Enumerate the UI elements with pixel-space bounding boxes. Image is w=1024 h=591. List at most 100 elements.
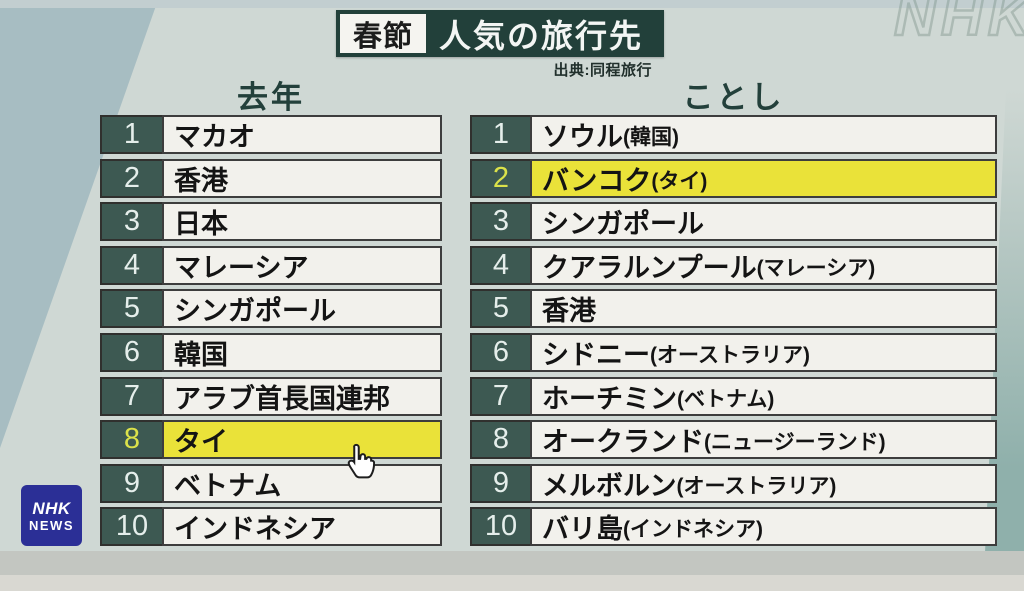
rank-number: 1 xyxy=(470,115,530,154)
destination-name: 香港 xyxy=(530,289,997,329)
destination-country: (オーストラリア) xyxy=(676,474,837,498)
rank-number: 7 xyxy=(100,376,162,416)
destination-country: (ベトナム) xyxy=(677,387,775,411)
destination-name: ソウル (韓国) xyxy=(530,115,997,154)
ranking-row: 8 タイ xyxy=(100,420,442,460)
column-header-this-year: ことし xyxy=(682,80,785,115)
destination-main: ホーチミン xyxy=(542,383,677,414)
background-band-light xyxy=(0,575,1024,591)
ranking-table-last-year: 1 マカオ 2 香港 3 日本 4 マレーシア 5 シンガポール 6 韓国 7 アラブ首長国連邦 8 タイ 9 ベ… xyxy=(100,115,442,551)
ranking-row: 9 ベトナム xyxy=(100,463,442,503)
ranking-row: 5 香港 xyxy=(470,289,997,329)
ranking-row: 5 シンガポール xyxy=(100,289,442,329)
rank-number: 3 xyxy=(100,202,162,242)
destination-main: 香港 xyxy=(542,296,596,327)
rank-number: 4 xyxy=(100,245,162,285)
destination-name: 日本 xyxy=(162,202,442,242)
destination-country: (マレーシア) xyxy=(756,256,876,280)
destination-main: タイ xyxy=(174,427,228,458)
ranking-row: 3 日本 xyxy=(100,202,442,242)
destination-name: バンコク (タイ) xyxy=(530,158,997,198)
destination-main: シンガポール xyxy=(174,296,336,327)
destination-main: ソウル xyxy=(542,122,623,152)
destination-main: バリ島 xyxy=(542,514,623,545)
destination-main: 日本 xyxy=(174,209,228,240)
title-tag: 春節 xyxy=(340,14,426,53)
destination-name: タイ xyxy=(162,420,442,460)
destination-name: シンガポール xyxy=(162,289,442,329)
rank-number: 5 xyxy=(470,289,530,329)
destination-country: (オーストラリア) xyxy=(650,343,810,367)
rank-number: 5 xyxy=(100,289,162,329)
rank-number: 4 xyxy=(470,245,530,285)
destination-name: 韓国 xyxy=(162,332,442,372)
destination-country: (ニュージーランド) xyxy=(704,431,886,455)
ranking-row: 2 バンコク (タイ) xyxy=(470,158,997,198)
destination-country: (韓国) xyxy=(623,126,679,149)
destination-main: アラブ首長国連邦 xyxy=(174,383,390,414)
destination-name: バリ島 (インドネシア) xyxy=(530,507,997,547)
rank-number: 8 xyxy=(100,420,162,460)
destination-name: ベトナム xyxy=(162,463,442,503)
destination-name: マカオ xyxy=(162,115,442,154)
rank-number: 10 xyxy=(470,507,530,547)
destination-main: 香港 xyxy=(174,165,228,196)
rank-number: 3 xyxy=(470,202,530,242)
destination-main: 韓国 xyxy=(174,339,228,370)
ranking-row: 2 香港 xyxy=(100,158,442,198)
page-title: 人気の旅行先 xyxy=(439,17,644,54)
destination-name: インドネシア xyxy=(162,507,442,547)
destination-name: シンガポール xyxy=(530,202,997,242)
ranking-row: 1 ソウル (韓国) xyxy=(470,115,997,154)
rank-number: 9 xyxy=(470,463,530,503)
rank-number: 8 xyxy=(470,420,530,460)
destination-main: マカオ xyxy=(174,122,255,152)
destination-name: ホーチミン (ベトナム) xyxy=(530,376,997,416)
destination-main: バンコク xyxy=(542,165,652,196)
destination-main: メルボルン xyxy=(542,470,677,501)
nhk-news-logo: NHK NEWS xyxy=(21,485,82,546)
background-band-gray xyxy=(0,551,1024,575)
ranking-row: 3 シンガポール xyxy=(470,202,997,242)
destination-main: オークランド xyxy=(542,427,704,458)
destination-name: アラブ首長国連邦 xyxy=(162,376,442,416)
ranking-row: 6 シドニー (オーストラリア) xyxy=(470,332,997,372)
rank-number: 2 xyxy=(470,158,530,198)
rank-number: 10 xyxy=(100,507,162,547)
destination-name: クアラルンプール (マレーシア) xyxy=(530,245,997,285)
ranking-row: 10 バリ島 (インドネシア) xyxy=(470,507,997,547)
title-banner: 春節 人気の旅行先 xyxy=(336,10,664,57)
destination-country: (インドネシア) xyxy=(623,518,763,542)
destination-name: オークランド (ニュージーランド) xyxy=(530,420,997,460)
ranking-row: 6 韓国 xyxy=(100,332,442,372)
destination-main: ベトナム xyxy=(174,470,282,501)
destination-main: マレーシア xyxy=(174,252,309,283)
rank-number: 1 xyxy=(100,115,162,154)
ranking-row: 4 マレーシア xyxy=(100,245,442,285)
destination-main: シドニー xyxy=(542,339,650,370)
destination-main: インドネシア xyxy=(174,514,336,545)
background-strip-top xyxy=(0,0,1024,8)
rank-number: 9 xyxy=(100,463,162,503)
nhk-watermark: NHK xyxy=(893,0,1024,49)
ranking-row: 10 インドネシア xyxy=(100,507,442,547)
source-credit: 出典:同程旅行 xyxy=(553,62,652,79)
rank-number: 6 xyxy=(100,332,162,372)
destination-name: シドニー (オーストラリア) xyxy=(530,332,997,372)
rank-number: 2 xyxy=(100,158,162,198)
destination-name: マレーシア xyxy=(162,245,442,285)
destination-name: メルボルン (オーストラリア) xyxy=(530,463,997,503)
nhk-news-logo-line1: NHK xyxy=(32,498,71,518)
destination-name: 香港 xyxy=(162,158,442,198)
rank-number: 7 xyxy=(470,376,530,416)
destination-country: (タイ) xyxy=(651,169,708,193)
ranking-row: 8 オークランド (ニュージーランド) xyxy=(470,420,997,460)
ranking-table-this-year: 1 ソウル (韓国) 2 バンコク (タイ) 3 シンガポール 4 クアラルンプール (マレーシア)… xyxy=(470,115,997,551)
ranking-row: 1 マカオ xyxy=(100,115,442,154)
rank-number: 6 xyxy=(470,332,530,372)
destination-main: シンガポール xyxy=(542,209,704,240)
ranking-row: 7 アラブ首長国連邦 xyxy=(100,376,442,416)
column-header-last-year: 去年 xyxy=(237,80,305,115)
hand-pointer-cursor xyxy=(347,443,375,479)
